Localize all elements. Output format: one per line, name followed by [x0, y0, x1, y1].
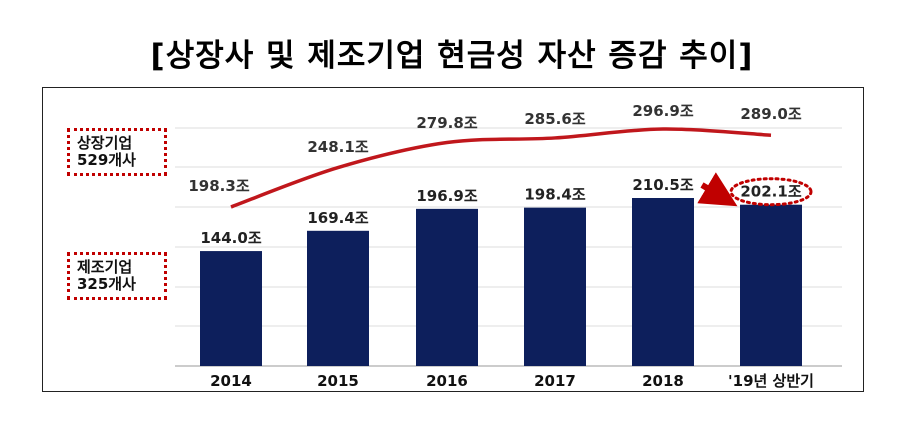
- bar-value-label: 198.4조: [524, 186, 585, 204]
- line-value-label: 289.0조: [740, 105, 801, 123]
- bar-value-label: 169.4조: [307, 209, 368, 227]
- bar-2015: [307, 230, 369, 366]
- bar-2018: [632, 198, 694, 366]
- line-value-label: 248.1조: [307, 138, 368, 156]
- bar-value-label: 196.9조: [416, 187, 477, 205]
- x-axis: 2014 2015 2016 2017 2018 '19년 상반기: [210, 372, 814, 390]
- highlight-arrow: [697, 172, 738, 207]
- manufacturing-companies-label: 제조기업 325개사: [67, 252, 167, 300]
- x-tick-label: 2017: [534, 372, 576, 390]
- line-listed-companies: [230, 127, 772, 209]
- gridlines: [175, 127, 842, 367]
- bar-value-label: 202.1조: [740, 183, 801, 201]
- listed-companies-label: 상장기업 529개사: [67, 128, 167, 176]
- bar-value-label: 144.0조: [200, 229, 261, 247]
- bars: [200, 198, 802, 366]
- bar-value-label: 210.5조: [632, 176, 693, 194]
- bar-2017: [524, 207, 586, 366]
- x-tick-label: '19년 상반기: [728, 372, 814, 390]
- chart-title: [상장사 및 제조기업 현금성 자산 증감 추이]: [150, 38, 754, 74]
- chart-frame: [42, 87, 864, 392]
- bar-2014: [200, 251, 262, 366]
- x-tick-label: 2014: [210, 372, 252, 390]
- line-series: [230, 127, 772, 209]
- highlight-annotation: [697, 172, 813, 207]
- bar-'19년 상반기: [740, 204, 802, 366]
- x-tick-label: 2016: [426, 372, 468, 390]
- data-labels: 198.3조 248.1조 279.8조 285.6조 296.9조 289.0조 144.…: [188, 102, 801, 247]
- line-value-label: 279.8조: [416, 114, 477, 132]
- line-value-label: 285.6조: [524, 110, 585, 128]
- x-tick-label: 2015: [317, 372, 359, 390]
- bar-2016: [416, 208, 478, 366]
- line-value-label: 198.3조: [188, 177, 249, 195]
- x-tick-label: 2018: [642, 372, 684, 390]
- line-value-label: 296.9조: [632, 102, 693, 120]
